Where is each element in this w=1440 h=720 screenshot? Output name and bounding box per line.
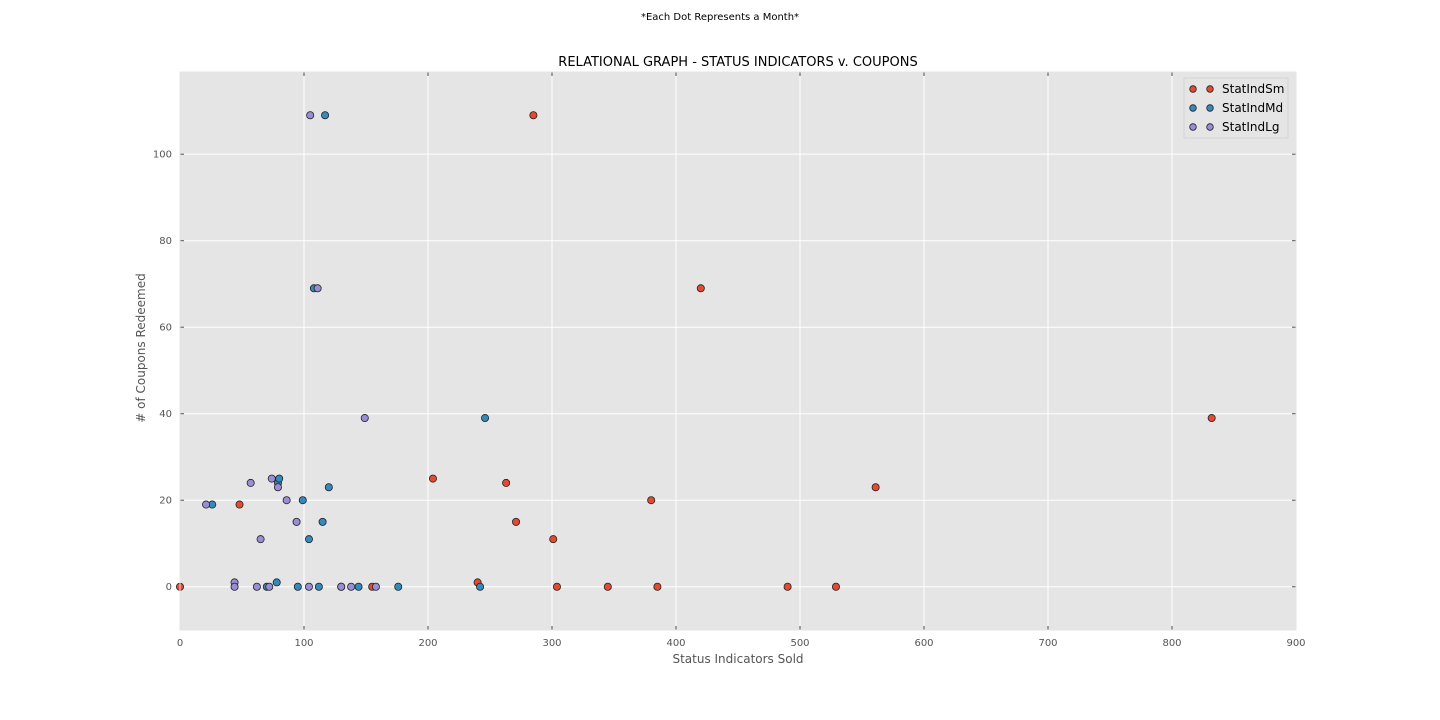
data-point (603, 582, 612, 591)
data-point (653, 582, 662, 591)
data-point (354, 582, 363, 591)
data-point (246, 478, 255, 487)
legend-marker (1189, 104, 1197, 112)
legend-box (1183, 77, 1289, 139)
data-point (313, 284, 322, 293)
y-tick-label: 40 (159, 409, 172, 420)
data-point (267, 474, 276, 483)
x-tick-label: 700 (1038, 638, 1057, 649)
y-tick-label: 0 (166, 582, 172, 593)
x-tick-label: 500 (790, 638, 809, 649)
data-point (347, 582, 356, 591)
legend: StatIndSm StatIndMd StatIndLg (1183, 77, 1289, 139)
data-point (324, 483, 333, 492)
legend-label: StatIndLg (1222, 120, 1279, 134)
x-tick-label: 200 (418, 638, 437, 649)
figure-suptitle: *Each Dot Represents a Month* (640, 12, 800, 23)
data-point (696, 284, 705, 293)
axis-ticks: 0 100 200 300 400 500 600 700 800 900 0 20 40 60 80 100 (153, 72, 1306, 649)
data-point (314, 582, 323, 591)
series-StatIndSm (175, 111, 1216, 591)
y-axis-label: # of Coupons Redeemed (134, 273, 148, 422)
data-point (337, 582, 346, 591)
data-point (831, 582, 840, 591)
y-tick-label: 80 (159, 236, 172, 247)
legend-marker (1189, 123, 1197, 131)
legend-marker (1206, 104, 1214, 112)
legend-marker (1206, 85, 1214, 93)
legend-label: StatIndMd (1222, 101, 1283, 115)
y-tick-label: 60 (159, 323, 172, 334)
data-point (552, 582, 561, 591)
data-point (292, 517, 301, 526)
y-tick-label: 100 (153, 150, 172, 161)
legend-marker (1206, 123, 1214, 131)
data-point (235, 500, 244, 509)
data-point (265, 582, 274, 591)
data-point (298, 496, 307, 505)
data-points (175, 111, 1216, 591)
legend-marker (1189, 85, 1197, 93)
data-point (360, 414, 369, 423)
legend-label: StatIndSm (1222, 82, 1284, 96)
data-point (256, 535, 265, 544)
data-point (371, 582, 380, 591)
data-point (318, 517, 327, 526)
x-tick-label: 800 (1162, 638, 1181, 649)
chart-title: RELATIONAL GRAPH - STATUS INDICATORS v. … (558, 55, 917, 70)
data-point (273, 483, 282, 492)
data-point (783, 582, 792, 591)
data-point (394, 582, 403, 591)
data-point (304, 535, 313, 544)
data-point (293, 582, 302, 591)
data-point (272, 578, 281, 587)
plot-area-group: 0 100 200 300 400 500 600 700 800 900 0 20 40 60 80 100 (153, 71, 1306, 649)
data-point (230, 582, 239, 591)
data-point (321, 111, 330, 120)
data-point (529, 111, 538, 120)
data-point (1207, 414, 1216, 423)
data-point (252, 582, 261, 591)
data-point (512, 517, 521, 526)
x-tick-label: 900 (1286, 638, 1305, 649)
x-tick-label: 600 (914, 638, 933, 649)
x-axis-label: Status Indicators Sold (672, 652, 803, 666)
data-point (202, 500, 211, 509)
data-point (304, 582, 313, 591)
data-point (502, 478, 511, 487)
data-point (428, 474, 437, 483)
series-StatIndLg (202, 111, 380, 591)
data-point (647, 496, 656, 505)
x-tick-label: 100 (294, 638, 313, 649)
data-point (282, 496, 291, 505)
plot-border (179, 71, 1297, 631)
data-point (275, 474, 284, 483)
x-tick-label: 400 (666, 638, 685, 649)
data-point (476, 582, 485, 591)
x-tick-label: 300 (542, 638, 561, 649)
data-point (306, 111, 315, 120)
y-tick-label: 20 (159, 496, 172, 507)
plot-background (180, 72, 1296, 630)
data-point (549, 535, 558, 544)
data-point (481, 414, 490, 423)
x-tick-label: 0 (177, 638, 183, 649)
data-point (871, 483, 880, 492)
